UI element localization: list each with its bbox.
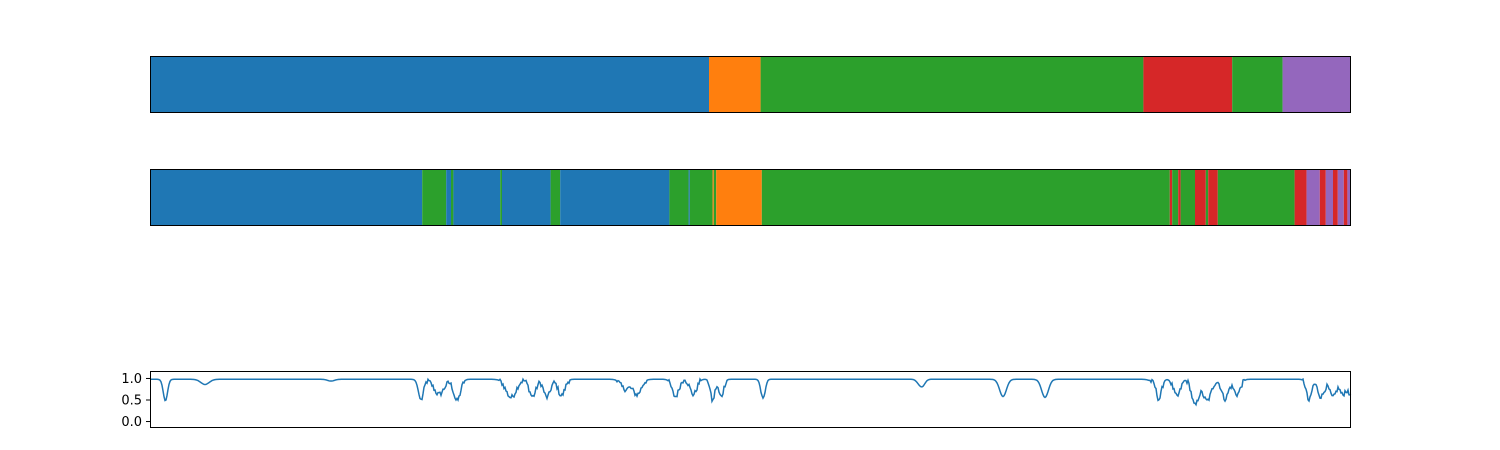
segment-2-31 [1347,170,1351,226]
segment-2-14 [716,170,762,226]
segment-2-20 [1195,170,1206,226]
segment-2-18 [1178,170,1181,226]
segment-1-1 [709,57,761,113]
segment-2-25 [1306,170,1320,226]
y-axis-ticks: 0.0 0.5 1.0 [121,372,151,430]
segment-2-27 [1325,170,1333,226]
segment-2-0 [151,170,423,226]
segmentation-strip-2 [150,169,1351,226]
segment-2-16 [1169,170,1173,226]
line-series [151,377,1352,407]
y-tick-label-0: 0.0 [121,415,142,430]
segment-2-28 [1333,170,1338,226]
y-tick-label-2: 1.0 [121,372,142,387]
y-tick-label-1: 0.5 [121,394,142,409]
segment-2-29 [1337,170,1344,226]
segment-1-2 [760,57,1144,113]
segment-2-5 [500,170,502,226]
segment-2-13 [713,170,717,226]
segment-2-9 [669,170,689,226]
segment-2-1 [422,170,447,226]
segment-2-15 [761,170,1170,226]
segment-2-21 [1205,170,1209,226]
strip-2-frame [150,169,1351,226]
segment-2-8 [560,170,670,226]
strip-1-frame [150,56,1351,113]
segment-2-22 [1208,170,1218,226]
segment-2-6 [502,170,551,226]
segment-2-12 [712,170,714,226]
line-plot: 0.0 0.5 1.0 [121,371,1352,430]
segment-2-11 [689,170,713,226]
segment-2-3 [451,170,454,226]
segment-1-0 [151,57,709,113]
segment-2-30 [1343,170,1348,226]
segment-2-2 [446,170,451,226]
segment-2-17 [1172,170,1179,226]
segment-2-19 [1180,170,1195,226]
segment-1-4 [1232,57,1283,113]
segment-2-24 [1294,170,1307,226]
segment-2-23 [1217,170,1295,226]
segment-1-5 [1282,57,1351,113]
segment-2-10 [688,170,690,226]
strip-2-segments [151,170,1351,226]
segment-2-7 [550,170,561,226]
segment-2-26 [1319,170,1326,226]
strip-1-segments [151,57,1351,113]
segment-1-3 [1143,57,1233,113]
segment-2-4 [453,170,501,226]
segmentation-strip-1 [150,56,1351,113]
